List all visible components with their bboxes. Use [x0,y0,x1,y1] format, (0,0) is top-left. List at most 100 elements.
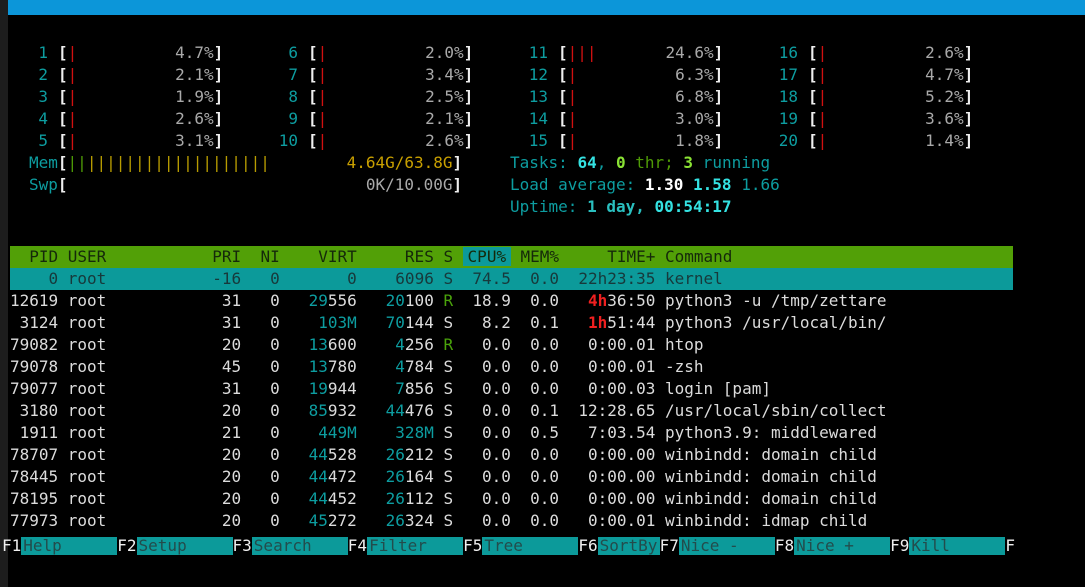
cell-res: 26164 [385,467,434,486]
fkey-f2-setup[interactable]: F2 Setup [117,536,233,555]
cell-user: root [67,445,107,464]
cell-virt: 0 [347,269,357,288]
process-row[interactable]: 78445 root 20 0 44472 26164 S 0.0 0.0 0:00.00 winb… [10,466,1013,488]
process-row[interactable]: 78707 root 20 0 44528 26212 S 0.0 0.0 0:00.00 winb… [10,444,1013,466]
column-header-time[interactable]: TIME+ [607,247,656,266]
cell-s: S [443,379,454,398]
cell-mem: 0.0 [530,379,560,398]
cell-time: 0:00.03 [587,379,656,398]
cpu-meter-4: 4[| 2.6%] [38,109,224,128]
column-header-s[interactable]: S [443,247,454,266]
fkey-f9-kill[interactable]: F9 Kill [890,536,1006,555]
column-header-pid[interactable]: PID [29,247,59,266]
fkey-f3-search[interactable]: F3 Search [233,536,348,555]
column-header-user[interactable]: USER [67,247,107,266]
cell-mem: 0.0 [530,445,560,464]
memory-bracket-close: ] [452,153,463,172]
cell-user: root [67,401,107,420]
cell-user: root [67,313,107,332]
cell-cmd: python3.9: middlewared [665,423,877,442]
cell-user: root [67,511,107,530]
cell-virt: 85932 [308,401,357,420]
fkey-f8-nice[interactable]: F8 Nice + [775,536,891,555]
cell-pid: 78195 [10,489,59,508]
cell-res: 4784 [395,357,434,376]
fkey-f4-filter[interactable]: F4 Filter [348,536,464,555]
cell-virt: 44452 [308,489,357,508]
cell-ni: 0 [270,423,280,442]
cell-cpu: 0.0 [481,379,511,398]
cell-pid: 79082 [10,335,59,354]
cell-cpu: 0.0 [481,467,511,486]
cell-cmd: winbindd: domain child [665,489,877,508]
memory-bars: ||||||||||||||||||||| [67,153,270,172]
fkey-f1-help[interactable]: F1 Help [2,536,118,555]
cell-res: 7856 [395,379,434,398]
column-header-mem[interactable]: MEM% [520,247,560,266]
cell-pri: 20 [221,467,242,486]
process-row[interactable]: 1911 root 21 0 449M 328M S 0.0 0.5 7:03.54 python3… [10,422,1013,444]
cell-pid: 1911 [19,423,59,442]
column-header-ni[interactable]: NI [260,247,280,266]
column-header-pri[interactable]: PRI [212,247,242,266]
cpu-meters-block: 1[| 4.7%] 6[| 2.0%] 11[||| 24.6%] 16[| 2.6%] 2[|… [10,15,1085,152]
cell-time: 22h23:35 [578,269,656,288]
column-header-virt[interactable]: VIRT [318,247,357,266]
cell-time: 0:00.00 [587,467,656,486]
cell-s: S [443,423,454,442]
cell-user: root [67,357,107,376]
cell-user: root [67,489,107,508]
memory-usage-text: 4.64G/63.8G [346,153,453,172]
fkey-f6-sortby[interactable]: F6 SortBy [578,536,660,555]
process-row[interactable]: 3124 root 31 0 103M 70144 S 8.2 0.1 1h51:44 python… [10,312,1013,334]
cell-user: root [67,379,107,398]
cell-ni: 0 [270,313,280,332]
uptime-time: 00:54:17 [644,197,732,216]
process-row[interactable]: 77973 root 20 0 45272 26324 S 0.0 0.0 0:00.01 winb… [10,510,1013,532]
cell-pri: 20 [221,489,242,508]
fkey-f5-tree[interactable]: F5 Tree [463,536,579,555]
process-row[interactable]: 3180 root 20 0 85932 44476 S 0.0 0.1 12:28.65/usr… [10,400,1013,422]
cell-time: 0:00.01 [587,357,656,376]
process-row[interactable]: 78195 root 20 0 44452 26112 S 0.0 0.0 0:00.00 winb… [10,488,1013,510]
cell-s: R [443,291,454,310]
cpu-meter-8: 8[| 2.5%] [288,87,474,106]
process-row[interactable]: 79077 root 31 0 19944 7856 S 0.0 0.0 0:00.03 login… [10,378,1013,400]
cell-pri: 20 [221,511,242,530]
cpu-meter-15: 15[| 1.8%] [528,131,724,150]
process-row[interactable]: 79078 root 45 0 13780 4784 S 0.0 0.0 0:00.01 -zsh [10,356,1013,378]
htop-content: 1[| 4.7%] 6[| 2.0%] 11[||| 24.6%] 16[| 2.6%] 2[|… [10,15,1085,587]
cell-pri: 31 [221,313,242,332]
cell-virt: 44472 [308,467,357,486]
column-header-res[interactable]: RES [404,247,434,266]
cell-mem: 0.5 [530,423,560,442]
fkey-f7-nice[interactable]: F7 Nice - [660,536,775,555]
cell-time: 0:00.00 [587,445,656,464]
tasks-count: 64 [577,153,597,172]
system-info-block: Tasks: 64, 0 thr; 3 running Load average… [510,152,780,218]
column-header-cpu[interactable]: CPU% [453,246,511,268]
cell-cpu: 0.0 [481,401,511,420]
cell-pri: 45 [221,357,242,376]
column-header-command[interactable]: Command [665,247,733,266]
cell-s: S [443,401,454,420]
cpu-meter-6: 6[| 2.0%] [288,43,474,62]
process-row-selected[interactable]: 0 root -16 0 0 6096 S 74.5 0.0 22h23:35 kernel [10,268,1013,290]
cell-time: 12:28.65 [578,401,656,420]
fkey-f[interactable]: F [1005,536,1016,555]
cell-pri: 20 [221,335,242,354]
process-row[interactable]: 12619 root 31 0 29556 20100 R 18.9 0.0 4h36:50 pyt… [10,290,1013,312]
cpu-meter-18: 18[| 5.2%] [778,87,974,106]
cell-virt: 13600 [308,335,357,354]
process-row[interactable]: 79082 root 20 0 13600 4256 R 0.0 0.0 0:00.01 htop [10,334,1013,356]
cpu-meter-12: 12[| 6.3%] [528,65,724,84]
cell-user: root [67,335,107,354]
cell-user: root [67,423,107,442]
cell-s: S [443,489,454,508]
memory-meter: Mem[||||||||||||||||||||| 4.64G/63.8G] [10,152,1085,174]
cell-pri: -16 [212,269,242,288]
uptime-line: Uptime: 1 day, 00:54:17 [510,197,732,216]
cpu-meter-11: 11[||| 24.6%] [528,43,724,62]
cpu-meter-2: 2[| 2.1%] [38,65,224,84]
